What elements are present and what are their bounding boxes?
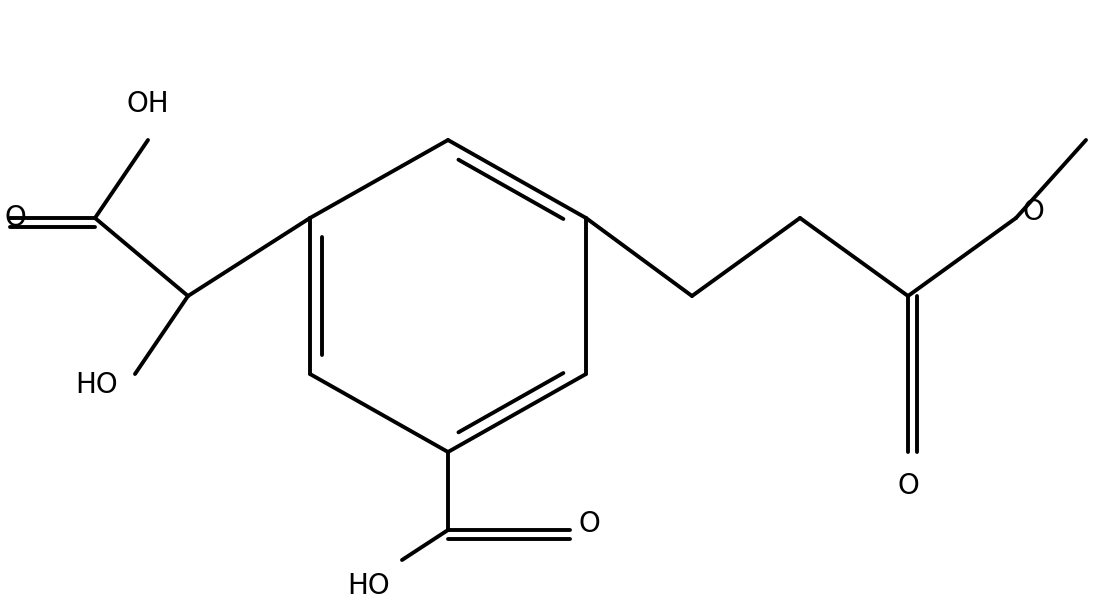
Text: HO: HO <box>347 572 390 594</box>
Text: OH: OH <box>127 90 169 118</box>
Text: O: O <box>5 204 26 232</box>
Text: O: O <box>578 510 600 538</box>
Text: O: O <box>898 472 918 500</box>
Text: O: O <box>1021 198 1043 226</box>
Text: HO: HO <box>76 371 118 399</box>
